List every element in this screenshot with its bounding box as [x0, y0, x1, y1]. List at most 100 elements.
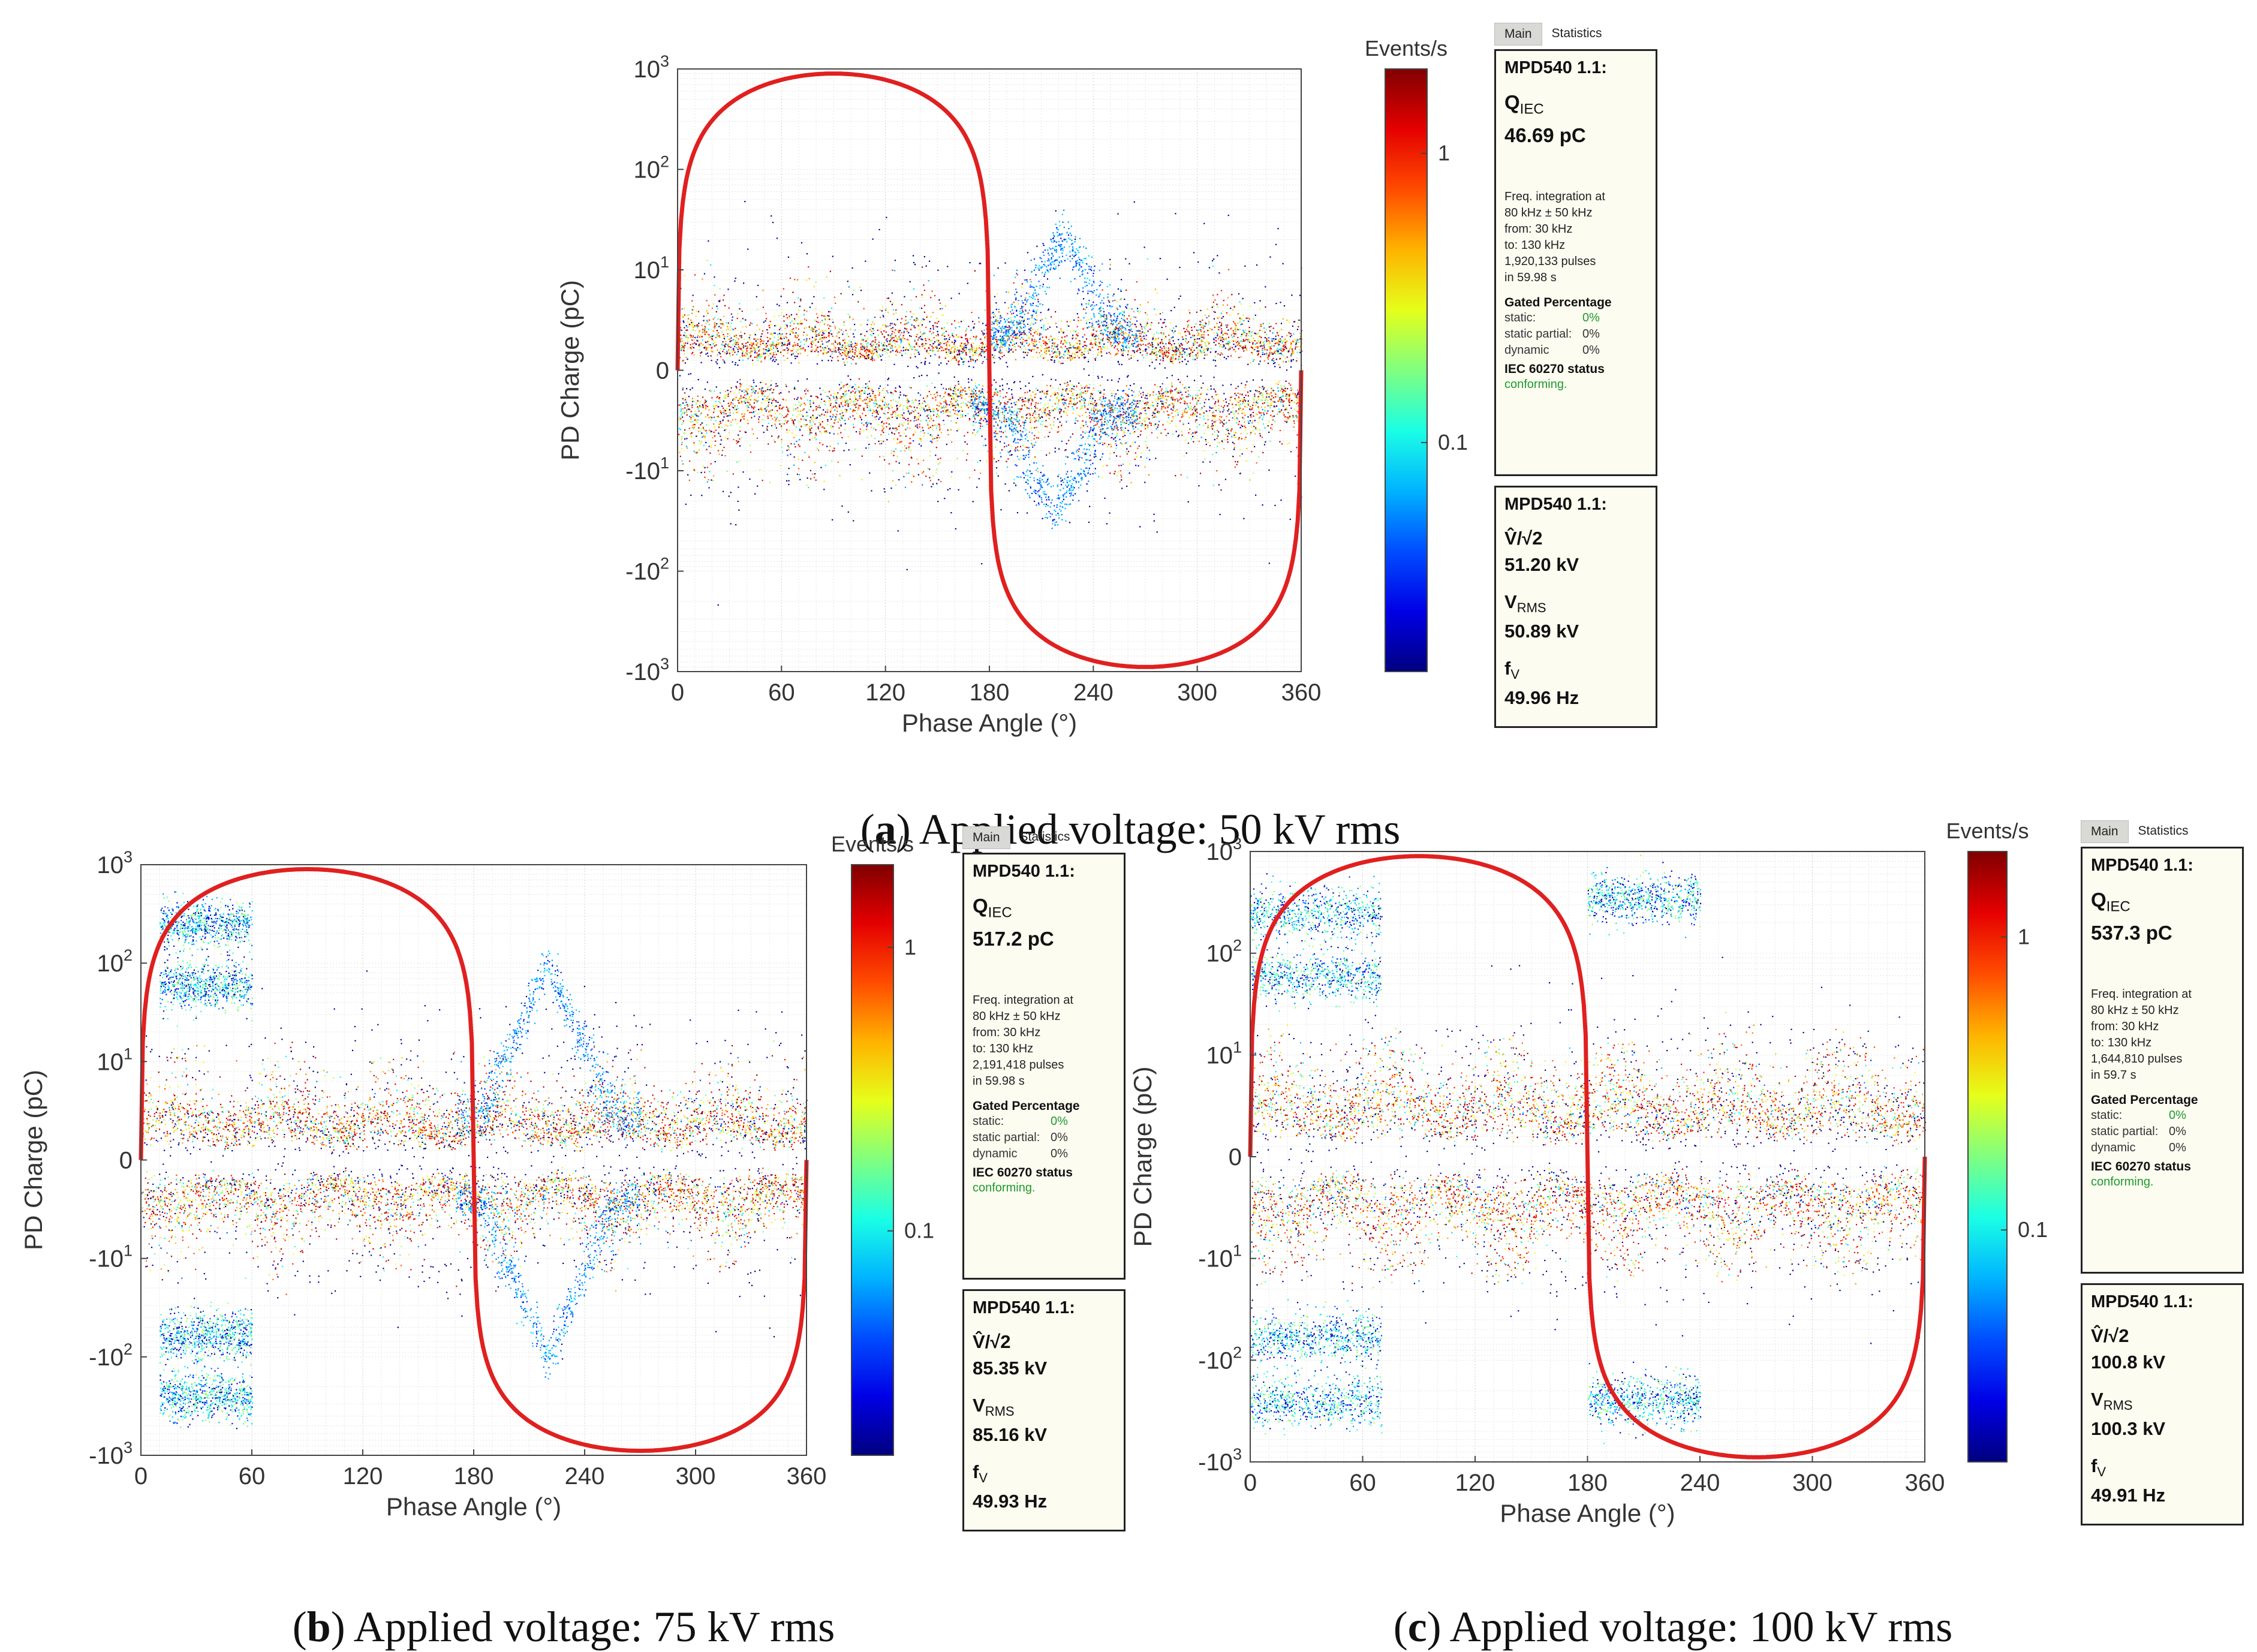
pd-point — [1023, 416, 1024, 417]
pd-point — [1156, 357, 1157, 358]
pd-point — [1178, 356, 1179, 357]
pd-point — [775, 351, 776, 353]
pd-point — [1055, 210, 1057, 212]
pd-point — [828, 335, 829, 336]
pd-point — [1095, 344, 1096, 345]
pd-point — [850, 393, 851, 394]
pd-point — [859, 287, 860, 288]
pd-point — [716, 311, 717, 312]
pd-point — [907, 418, 908, 419]
pd-point — [750, 322, 751, 323]
pd-point — [753, 434, 754, 435]
pd-point — [961, 351, 962, 352]
pd-point — [793, 465, 795, 466]
pd-point — [1159, 356, 1160, 357]
pd-point — [1088, 319, 1089, 320]
pd-point — [1021, 327, 1022, 329]
pd-point — [718, 300, 720, 302]
pd-point — [1070, 347, 1072, 348]
pd-point — [753, 344, 754, 345]
pd-point — [874, 324, 875, 325]
pd-point — [922, 266, 923, 267]
pd-point — [1170, 310, 1172, 311]
pd-point — [874, 352, 875, 353]
pd-point — [857, 400, 858, 401]
pd-point — [931, 316, 932, 317]
pd-point — [714, 342, 715, 343]
pd-point — [1176, 348, 1177, 349]
pd-point — [1132, 442, 1133, 443]
pd-point — [1067, 409, 1068, 410]
pd-point — [1173, 357, 1174, 359]
pd-point — [829, 450, 830, 451]
pd-point — [805, 425, 806, 426]
pd-point — [896, 341, 898, 342]
pd-point — [724, 352, 726, 353]
pd-point — [1053, 425, 1054, 426]
pd-point — [909, 335, 910, 336]
pd-point — [1220, 336, 1221, 337]
pd-point — [1272, 354, 1273, 355]
pd-point — [1055, 351, 1057, 353]
pd-point — [1099, 351, 1100, 353]
pd-point — [859, 416, 860, 417]
pd-point — [937, 425, 938, 426]
pd-point — [1140, 345, 1142, 346]
pd-point — [680, 335, 681, 336]
pd-point — [1034, 339, 1035, 340]
pd-point — [1166, 388, 1167, 389]
pd-point — [691, 324, 692, 326]
pd-point — [1270, 415, 1271, 416]
pd-point — [702, 336, 703, 338]
pd-point — [1235, 329, 1236, 330]
pd-point — [788, 348, 789, 350]
pd-point — [1137, 341, 1139, 342]
pd-point — [961, 337, 962, 338]
pd-point — [817, 335, 818, 336]
pd-point — [931, 436, 932, 437]
pd-point — [703, 315, 705, 317]
pd-point — [895, 351, 896, 352]
pd-point — [836, 336, 837, 337]
pd-point — [1172, 386, 1173, 387]
pd-point — [783, 355, 784, 356]
pd-point — [706, 310, 708, 311]
pd-point — [941, 308, 943, 309]
pd-point — [1111, 342, 1112, 343]
pd-point — [702, 278, 703, 279]
pd-point — [724, 398, 725, 399]
pd-point — [775, 346, 777, 347]
pd-point — [905, 347, 907, 348]
pd-point — [1281, 396, 1282, 397]
pd-point — [1286, 335, 1287, 336]
pd-point — [794, 398, 795, 399]
pd-point — [887, 312, 889, 313]
pd-point — [1161, 327, 1163, 328]
pd-point — [895, 309, 896, 311]
pd-point — [1025, 352, 1026, 353]
pd-point — [1090, 342, 1091, 344]
pd-point — [869, 357, 870, 359]
pd-point — [1265, 306, 1266, 308]
pd-point — [1213, 360, 1214, 361]
pd-point — [972, 321, 973, 322]
pd-point — [1227, 305, 1228, 306]
pd-point — [1163, 360, 1164, 361]
pd-point — [784, 360, 785, 361]
pd-point — [1283, 346, 1284, 347]
pd-point — [1121, 279, 1122, 280]
pd-point — [1271, 345, 1272, 347]
pd-point — [722, 341, 723, 342]
pd-point — [755, 411, 756, 412]
pd-point — [774, 417, 775, 418]
pd-point — [1123, 333, 1124, 334]
pd-point — [1283, 401, 1284, 402]
pd-point — [1200, 310, 1201, 311]
pd-point — [882, 350, 883, 351]
pd-point — [1093, 329, 1094, 330]
pd-point — [1146, 353, 1148, 354]
pd-point — [1283, 318, 1284, 320]
pd-point — [681, 345, 682, 346]
pd-point — [740, 332, 741, 333]
pd-point — [1271, 359, 1272, 360]
